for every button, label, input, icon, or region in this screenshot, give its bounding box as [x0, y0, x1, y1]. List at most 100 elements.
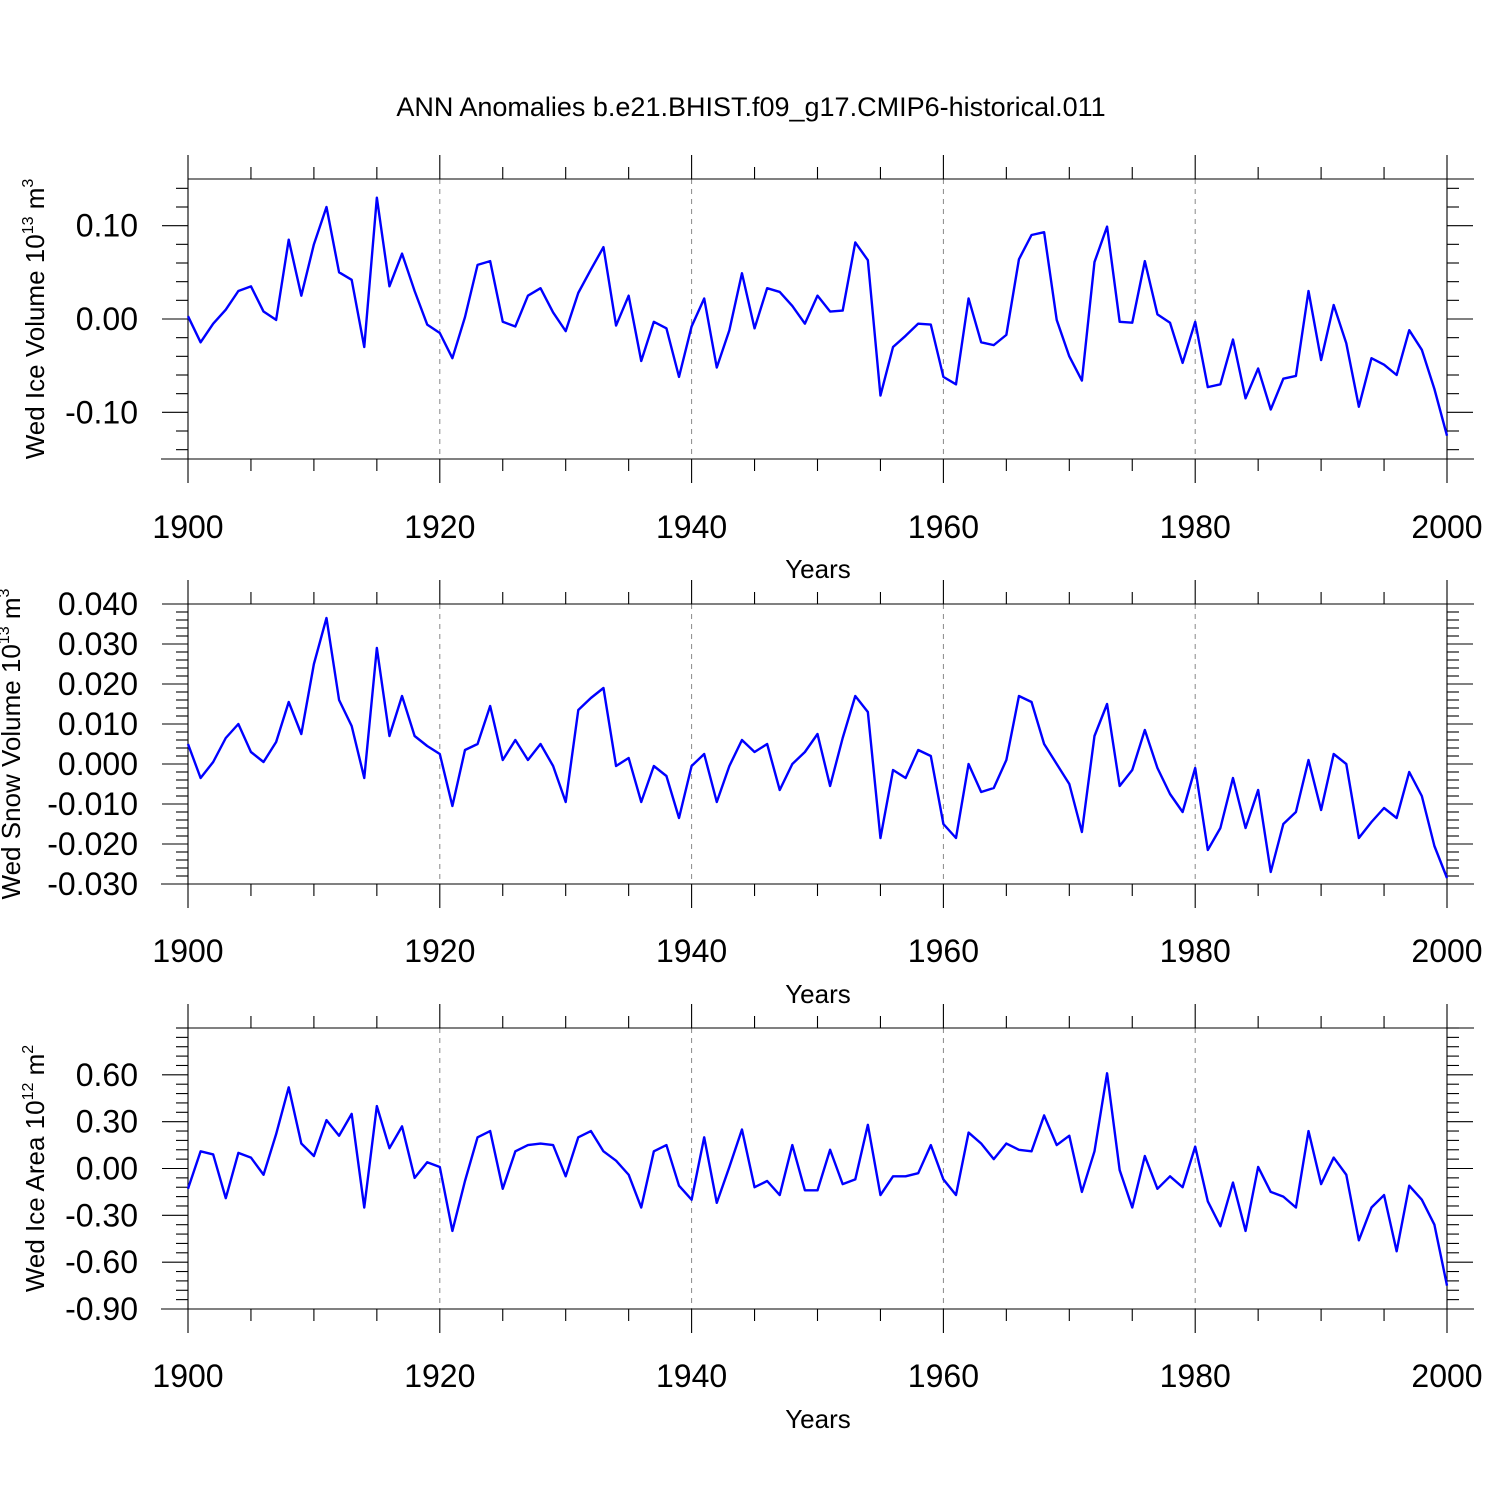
data-point: [225, 308, 227, 310]
y-tick-label: -0.10: [65, 394, 138, 430]
data-point: [602, 687, 604, 689]
data-point: [1433, 388, 1435, 390]
data-point: [917, 1172, 919, 1174]
data-point: [690, 325, 692, 327]
data-point: [288, 1086, 290, 1088]
y-label-superscript: 3: [0, 588, 13, 597]
data-point: [627, 294, 629, 296]
data-point: [1081, 1191, 1083, 1193]
data-point: [1395, 374, 1397, 376]
data-point: [451, 805, 453, 807]
data-point: [401, 252, 403, 254]
data-point: [552, 1144, 554, 1146]
data-point: [791, 305, 793, 307]
data-point: [904, 1175, 906, 1177]
y-label-text: m: [20, 1054, 50, 1083]
y-tick-label: -0.60: [65, 1244, 138, 1280]
data-point: [892, 769, 894, 771]
data-point: [1282, 1195, 1284, 1197]
data-point: [879, 394, 881, 396]
data-point: [1068, 1135, 1070, 1137]
data-point: [967, 297, 969, 299]
data-point: [640, 360, 642, 362]
data-point: [615, 765, 617, 767]
data-point: [854, 1178, 856, 1180]
data-point: [413, 735, 415, 737]
data-point: [350, 279, 352, 281]
x-tick-label: 2000: [1411, 509, 1482, 545]
data-point: [602, 1150, 604, 1152]
data-point: [1244, 397, 1246, 399]
data-point: [1446, 1284, 1448, 1286]
data-point: [1295, 375, 1297, 377]
data-point: [439, 1166, 441, 1168]
data-point: [388, 285, 390, 287]
series-line: [186, 196, 1449, 436]
data-point: [1370, 821, 1372, 823]
series-line: [186, 1072, 1449, 1286]
data-point: [1332, 304, 1334, 306]
data-point: [1081, 379, 1083, 381]
data-point: [829, 785, 831, 787]
data-point: [753, 1186, 755, 1188]
data-point: [1320, 809, 1322, 811]
data-point: [766, 743, 768, 745]
data-point: [753, 327, 755, 329]
data-point: [716, 801, 718, 803]
data-point: [275, 319, 277, 321]
data-point: [1030, 1150, 1032, 1152]
data-point: [577, 1136, 579, 1138]
data-point: [1106, 225, 1108, 227]
data-point: [741, 272, 743, 274]
data-points: [187, 1072, 1448, 1287]
data-point: [1068, 783, 1070, 785]
data-point: [728, 765, 730, 767]
data-point: [250, 1156, 252, 1158]
data-point: [841, 309, 843, 311]
data-point: [804, 751, 806, 753]
data-point: [338, 1135, 340, 1137]
data-point: [1169, 322, 1171, 324]
data-point: [678, 817, 680, 819]
data-point: [313, 243, 315, 245]
data-point: [1257, 789, 1259, 791]
data-point: [1118, 785, 1120, 787]
data-point: [1093, 735, 1095, 737]
y-label-text: Wed Ice Volume 10: [20, 234, 50, 459]
data-point: [917, 749, 919, 751]
x-tick-label: 2000: [1411, 933, 1482, 969]
y-tick-label: 0.60: [76, 1057, 138, 1093]
data-point: [1068, 355, 1070, 357]
data-point: [1106, 1072, 1108, 1074]
data-point: [1295, 1206, 1297, 1208]
data-point: [1093, 1150, 1095, 1152]
data-point: [476, 743, 478, 745]
y-tick-label: 0.010: [58, 706, 138, 742]
data-point: [841, 1183, 843, 1185]
y-tick-label: 0.00: [76, 1151, 138, 1187]
data-point: [1056, 763, 1058, 765]
data-point: [1257, 1166, 1259, 1168]
data-point: [867, 1124, 869, 1126]
data-point: [388, 1147, 390, 1149]
y-tick-label: -0.010: [47, 786, 138, 822]
data-point: [1408, 1184, 1410, 1186]
data-point: [527, 759, 529, 761]
y-axis-label: Wed Ice Area 1012 m2: [20, 1045, 50, 1292]
data-point: [1030, 234, 1032, 236]
data-point: [1219, 1225, 1221, 1227]
data-point: [678, 376, 680, 378]
data-point: [904, 335, 906, 337]
data-point: [514, 1150, 516, 1152]
data-point: [288, 701, 290, 703]
x-tick-label: 1920: [404, 933, 475, 969]
data-point: [451, 1230, 453, 1232]
data-point: [401, 695, 403, 697]
data-point: [1219, 383, 1221, 385]
data-point: [590, 1130, 592, 1132]
data-point: [1320, 359, 1322, 361]
data-point: [816, 1189, 818, 1191]
data-point: [300, 1142, 302, 1144]
data-point: [1270, 1191, 1272, 1193]
data-point: [212, 761, 214, 763]
